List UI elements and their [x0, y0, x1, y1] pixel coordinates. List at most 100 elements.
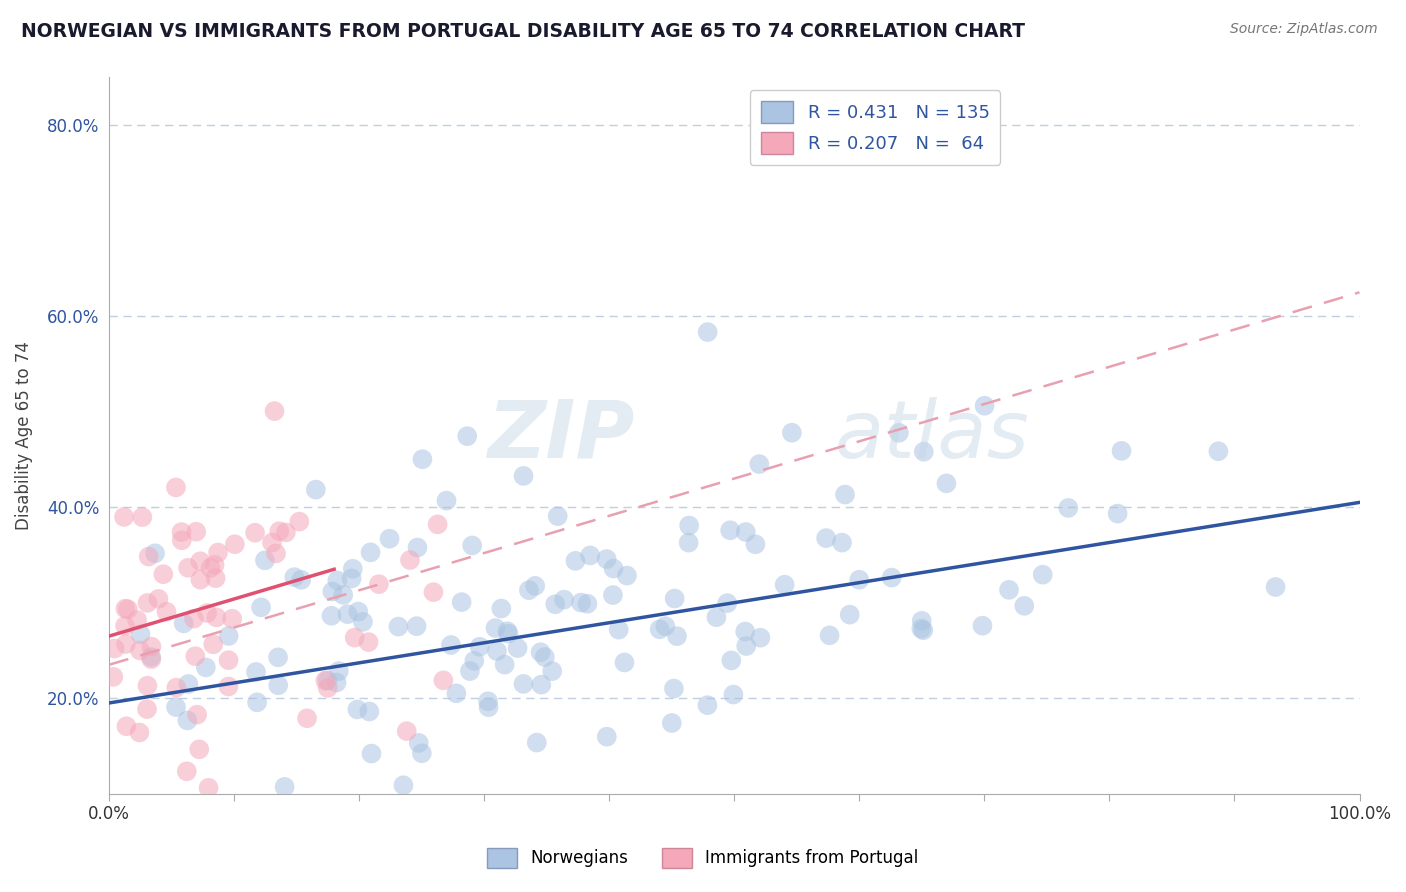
Point [678, 535, 700, 549]
Point [512, 677, 534, 691]
Point [305, 483, 328, 497]
Y-axis label: Disability Age 65 to 74: Disability Age 65 to 74 [15, 341, 32, 530]
Point [250, 600, 273, 615]
Point [246, 695, 269, 709]
Text: Source: ZipAtlas.com: Source: ZipAtlas.com [1230, 22, 1378, 37]
Point [526, 735, 548, 749]
Point [613, 656, 636, 670]
Point [218, 653, 240, 667]
Point [491, 601, 513, 615]
Point [998, 582, 1021, 597]
Point [678, 518, 700, 533]
Point [387, 619, 409, 633]
Point [446, 686, 468, 700]
Point [129, 643, 152, 657]
Point [405, 619, 427, 633]
Point [1057, 500, 1080, 515]
Text: ZIP: ZIP [486, 397, 634, 475]
Point [506, 641, 529, 656]
Point [103, 670, 125, 684]
Point [321, 608, 343, 623]
Point [253, 553, 276, 567]
Point [569, 596, 592, 610]
Point [115, 719, 138, 733]
Point [533, 650, 555, 665]
Point [186, 524, 208, 539]
Point [141, 640, 163, 654]
Point [436, 493, 458, 508]
Point [290, 573, 312, 587]
Point [274, 525, 297, 540]
Point [186, 707, 208, 722]
Point [529, 645, 551, 659]
Point [342, 800, 364, 814]
Point [128, 725, 150, 739]
Point [468, 640, 491, 654]
Point [205, 610, 228, 624]
Point [815, 531, 838, 545]
Point [183, 612, 205, 626]
Point [696, 325, 718, 339]
Point [127, 613, 149, 627]
Point [880, 571, 903, 585]
Point [411, 452, 433, 467]
Point [461, 538, 484, 552]
Point [458, 664, 481, 678]
Point [207, 545, 229, 559]
Point [834, 487, 856, 501]
Point [665, 629, 688, 643]
Point [165, 480, 187, 494]
Point [512, 469, 534, 483]
Point [524, 579, 547, 593]
Point [392, 778, 415, 792]
Point [325, 675, 347, 690]
Point [218, 680, 240, 694]
Point [664, 591, 686, 606]
Point [1107, 507, 1129, 521]
Point [155, 605, 177, 619]
Point [267, 650, 290, 665]
Point [912, 444, 935, 458]
Point [432, 673, 454, 688]
Point [547, 509, 569, 524]
Point [352, 615, 374, 629]
Point [173, 616, 195, 631]
Point [706, 610, 728, 624]
Point [734, 524, 756, 539]
Point [314, 673, 336, 688]
Point [224, 537, 246, 551]
Point [831, 535, 853, 549]
Point [360, 545, 382, 559]
Point [328, 664, 350, 678]
Point [204, 571, 226, 585]
Point [294, 843, 316, 857]
Point [117, 602, 139, 616]
Point [887, 425, 910, 440]
Point [197, 780, 219, 795]
Point [112, 510, 135, 524]
Point [716, 596, 738, 610]
Point [263, 404, 285, 418]
Point [359, 705, 381, 719]
Point [530, 678, 553, 692]
Point [399, 553, 422, 567]
Legend: R = 0.431   N = 135, R = 0.207   N =  64: R = 0.431 N = 135, R = 0.207 N = 64 [749, 90, 1000, 165]
Point [498, 626, 520, 640]
Legend: Norwegians, Immigrants from Portugal: Norwegians, Immigrants from Portugal [481, 841, 925, 875]
Point [463, 654, 485, 668]
Point [326, 574, 349, 588]
Point [340, 571, 363, 585]
Point [346, 702, 368, 716]
Point [780, 425, 803, 440]
Point [544, 597, 567, 611]
Point [723, 688, 745, 702]
Point [911, 614, 934, 628]
Point [662, 681, 685, 696]
Point [450, 595, 472, 609]
Point [720, 653, 742, 667]
Point [152, 567, 174, 582]
Point [321, 584, 343, 599]
Point [288, 515, 311, 529]
Point [337, 814, 360, 829]
Point [273, 780, 295, 794]
